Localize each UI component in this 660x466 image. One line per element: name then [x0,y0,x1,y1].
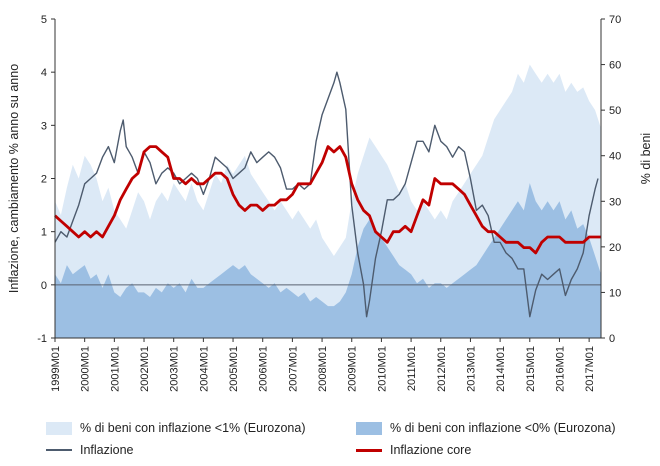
legend-swatch-beni-lt0 [356,421,382,435]
area-series-1 [55,183,601,338]
x-tick-label: 2000M01 [80,346,92,392]
legend-label-beni-lt1: % di beni con inflazione <1% (Eurozona) [80,421,306,435]
x-tick-label: 2006M01 [258,346,270,392]
y-left-tick-label: 2 [41,174,47,186]
y-right-tick-label: 70 [609,14,621,26]
x-tick-label: 2004M01 [198,346,210,392]
y-right-tick-label: 0 [609,333,615,345]
y-right-tick-label: 20 [609,242,621,254]
area-series-0 [55,64,601,338]
x-tick-label: 2017M01 [584,346,596,392]
x-tick-label: 2005M01 [228,346,240,392]
legend-item-inflazione: Inflazione [46,441,134,459]
x-tick-label: 2008M01 [317,346,329,392]
y-right-tick-label: 10 [609,287,621,299]
y-right-tick-label: 30 [609,196,621,208]
line-series-3 [54,145,601,255]
x-tick-label: 2014M01 [495,346,507,392]
x-tick-label: 2012M01 [436,346,448,392]
y-left-tick-label: 0 [41,280,47,292]
legend: % di beni con inflazione <1% (Eurozona) … [0,414,660,462]
legend-label-inflazione: Inflazione [80,443,134,457]
y-right-tick-label: 50 [609,105,621,117]
x-tick-label: 2013M01 [465,346,477,392]
y-right-axis-title: % di beni [639,133,653,184]
y-right-tick-label: 40 [609,151,621,163]
legend-label-beni-lt0: % di beni con inflazione <0% (Eurozona) [390,421,616,435]
x-tick-label: 2002M01 [139,346,151,392]
y-left-tick-label: -1 [37,333,47,345]
x-tick-label: 2007M01 [287,346,299,392]
y-left-axis-title: Inflazione, cambiamento % anno su anno [7,64,21,293]
legend-swatch-beni-lt1 [46,421,72,435]
legend-item-beni-lt0: % di beni con inflazione <0% (Eurozona) [356,419,615,437]
x-tick-label: 2001M01 [109,346,121,392]
x-tick-label: 1999M01 [50,346,62,392]
x-tick-label: 2015M01 [525,346,537,392]
y-left-tick-label: 4 [41,67,47,79]
x-tick-label: 2003M01 [169,346,181,392]
y-left-tick-label: 1 [41,227,47,239]
y-left-tick-label: 3 [41,120,47,132]
legend-swatch-inflazione-core [356,448,382,452]
y-left-tick-label: 5 [41,14,47,26]
x-tick-label: 2016M01 [554,346,566,392]
legend-item-inflazione-core: Inflazione core [356,441,471,459]
y-right-tick-label: 60 [609,60,621,72]
x-tick-label: 2011M01 [406,346,418,391]
legend-swatch-inflazione [46,449,72,451]
x-tick-label: 2010M01 [376,346,388,392]
x-tick-label: 2009M01 [347,346,359,392]
legend-label-inflazione-core: Inflazione core [390,443,472,457]
legend-item-beni-lt1: % di beni con inflazione <1% (Eurozona) [46,419,305,437]
